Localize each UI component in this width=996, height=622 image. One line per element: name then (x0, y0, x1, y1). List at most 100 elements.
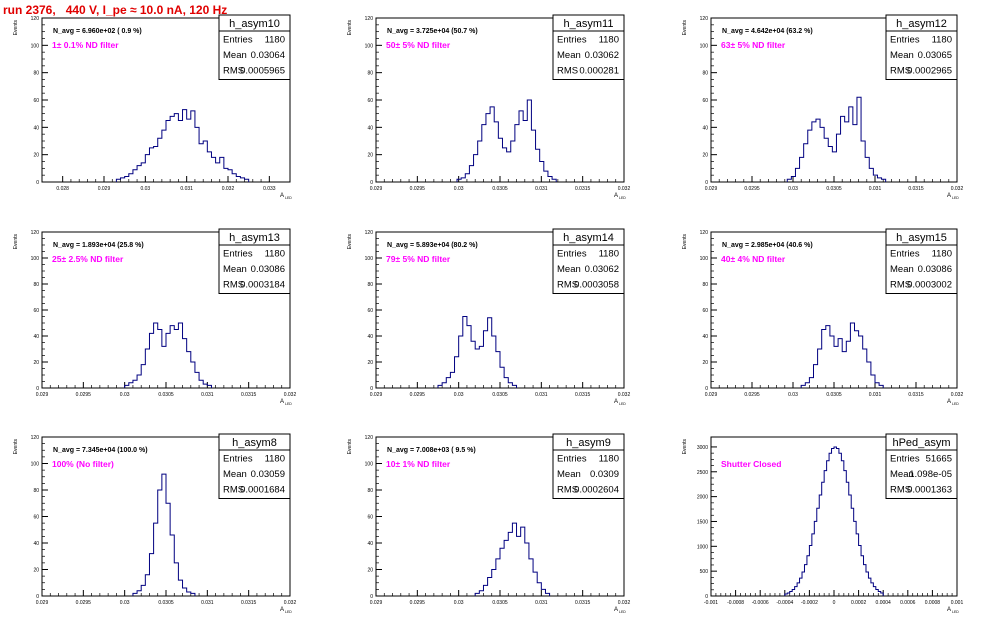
stats-value: 0.03086 (918, 264, 952, 275)
y-tick-label: 80 (702, 282, 708, 288)
x-tick-label: 0.03 (454, 392, 464, 398)
x-axis-title-subscript: LED (952, 196, 959, 200)
y-tick-label: 0 (370, 386, 373, 392)
y-tick-label: 0 (370, 594, 373, 600)
histogram-name: h_asym10 (229, 18, 280, 30)
stats-value: 0.0003184 (240, 280, 285, 291)
stats-label: RMS (223, 485, 244, 496)
histogram-line (456, 99, 557, 182)
histogram-name: h_asym11 (564, 18, 614, 30)
x-tick-label: 0.0305 (826, 186, 842, 192)
histogram-name: h_asym13 (229, 232, 280, 244)
stats-label: Entries (223, 35, 253, 46)
x-tick-label: -0.0004 (776, 600, 793, 606)
stats-label: RMS (557, 66, 578, 77)
stats-label: RMS (223, 66, 244, 77)
stats-label: Entries (557, 35, 587, 46)
y-tick-label: 100 (31, 43, 40, 49)
histogram-panel: 0 20 40 60 80 100 120 0.028 0.029 0.03 0.031 0.032 0… (13, 14, 292, 200)
y-tick-label: 0 (705, 180, 708, 186)
histogram-line (784, 446, 884, 596)
y-tick-label: 100 (700, 256, 709, 262)
x-axis-title: A (947, 607, 951, 613)
histogram-line (132, 473, 196, 596)
histogram-line (800, 322, 884, 388)
histogram-name: h_asym8 (232, 437, 277, 449)
x-tick-label: 0.032 (951, 392, 964, 398)
x-tick-label: 0.0305 (492, 600, 508, 606)
stats-label: Entries (223, 454, 253, 465)
y-tick-label: 0 (36, 180, 39, 186)
x-tick-label: 0.0315 (908, 186, 924, 192)
x-tick-label: 0.032 (618, 600, 631, 606)
y-tick-label: 100 (365, 256, 374, 262)
x-tick-label: -0.0008 (727, 600, 744, 606)
x-tick-label: 0.03 (788, 392, 798, 398)
y-tick-label: 120 (31, 16, 40, 22)
stats-label: RMS (890, 280, 911, 291)
y-tick-label: 20 (367, 153, 373, 159)
stats-box (885, 433, 958, 499)
x-axis-title-subscript: LED (619, 196, 626, 200)
stats-label: Mean (223, 50, 247, 61)
stats-value: 0.0003058 (574, 280, 619, 291)
x-tick-label: 0.0315 (241, 600, 257, 606)
histogram-panel: 0 20 40 60 80 100 120 0.029 0.0295 0.03 0.0305 0.03… (347, 14, 630, 200)
x-tick-label: 0.032 (222, 186, 235, 192)
x-tick-label: 0.032 (284, 392, 297, 398)
x-axis-title: A (280, 399, 284, 405)
y-tick-label: 100 (31, 462, 40, 468)
histogram-name: h_asym15 (896, 232, 947, 244)
histogram-name: h_asym9 (566, 437, 611, 449)
x-tick-label: 0.031 (180, 186, 193, 192)
x-axis-title-subscript: LED (285, 402, 292, 406)
y-axis-title: Events (347, 439, 353, 455)
y-tick-label: 100 (31, 256, 40, 262)
y-tick-label: 40 (367, 125, 373, 131)
y-tick-label: 120 (700, 230, 709, 236)
x-axis-title: A (614, 607, 618, 613)
stats-value: 1.098e-05 (909, 469, 952, 480)
filter-label: 50± 5% ND filter (386, 40, 451, 50)
x-tick-label: 0.031 (535, 186, 548, 192)
y-tick-label: 3000 (697, 445, 708, 451)
y-axis-title: Events (347, 20, 353, 36)
histogram-line (437, 316, 518, 388)
x-tick-label: 0.0305 (492, 392, 508, 398)
stats-box (552, 433, 625, 499)
stats-label: Entries (557, 249, 587, 260)
stats-label: Mean (557, 50, 581, 61)
y-tick-label: 20 (367, 360, 373, 366)
stats-box (218, 228, 291, 294)
x-axis-title-subscript: LED (285, 610, 292, 614)
y-tick-label: 0 (36, 386, 39, 392)
x-tick-label: 0.029 (370, 600, 383, 606)
x-tick-label: 0.0315 (575, 600, 591, 606)
stats-value: 0.0003002 (907, 280, 952, 291)
x-tick-label: 0.029 (705, 186, 718, 192)
histogram-line (124, 322, 212, 388)
x-tick-label: 0.029 (370, 186, 383, 192)
x-tick-label: -0.0002 (801, 600, 818, 606)
y-tick-label: 60 (702, 98, 708, 104)
histogram-panel: 0 20 40 60 80 100 120 0.029 0.0295 0.03 0.0305 0.03… (13, 228, 297, 406)
x-tick-label: 0.0295 (410, 600, 426, 606)
y-axis-title: Events (682, 20, 688, 36)
y-tick-label: 80 (33, 282, 39, 288)
stats-label: Mean (557, 264, 581, 275)
y-tick-label: 1000 (697, 544, 708, 550)
histogram-name: h_asym14 (563, 232, 614, 244)
stats-value: 0.000281 (579, 66, 619, 77)
x-tick-label: 0.03 (120, 392, 130, 398)
stats-value: 1180 (932, 249, 952, 260)
stats-value: 0.03086 (251, 264, 285, 275)
y-tick-label: 20 (702, 153, 708, 159)
x-tick-label: 0.0295 (744, 392, 760, 398)
stats-label: Mean (223, 469, 247, 480)
y-tick-label: 1500 (697, 519, 708, 525)
y-axis-title: Events (682, 234, 688, 250)
x-tick-label: 0.032 (284, 600, 297, 606)
x-tick-label: 0.0305 (158, 600, 174, 606)
x-tick-label: 0.031 (535, 600, 548, 606)
